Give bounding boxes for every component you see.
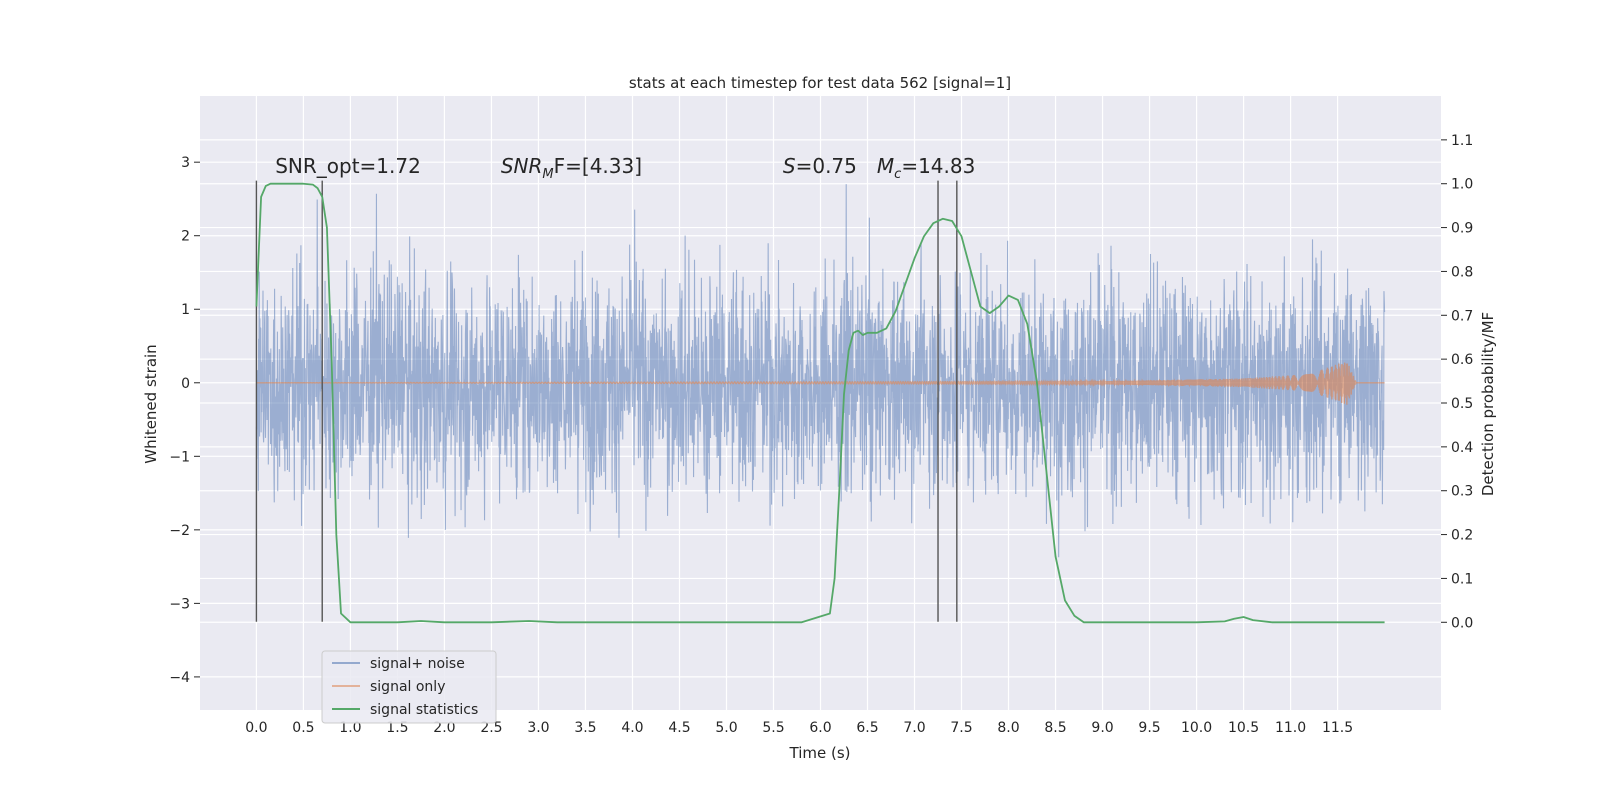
x-tick-11: 5.5 — [762, 720, 784, 736]
y2-tick-9: 0.9 — [1451, 221, 1473, 237]
y-tick-3: −1 — [169, 449, 190, 465]
y2-tick-10: 1.0 — [1451, 177, 1473, 193]
x-tick-1: 0.5 — [292, 720, 314, 736]
x-tick-4: 2.0 — [433, 720, 455, 736]
signal-noise-line — [255, 184, 1386, 558]
x-tick-19: 9.5 — [1138, 720, 1160, 736]
x-tick-15: 7.5 — [950, 720, 972, 736]
annotations: SNR_opt=1.72 SNRMF=[4.33] S=0.75 Mc=14.8… — [275, 154, 975, 182]
x-tick-13: 6.5 — [856, 720, 878, 736]
annotation-s-value: S=0.75 — [783, 154, 857, 178]
y-tick-1: −3 — [169, 596, 190, 612]
x-tick-23: 11.5 — [1322, 720, 1353, 736]
x-axis-label: Time (s) — [789, 744, 851, 762]
series-signal-statistics — [255, 182, 1385, 624]
y2-tick-0: 0.0 — [1451, 615, 1473, 631]
x-tick-3: 1.5 — [386, 720, 408, 736]
signal-statistics-line — [255, 182, 1385, 624]
signal-only-line — [256, 362, 1385, 405]
y2-tick-labels: 0.0 0.1 0.2 0.3 0.4 0.5 0.6 0.7 0.8 0.9 1.0 1.1 — [1441, 133, 1473, 631]
annotation-mc-value: Mc=14.83 — [877, 154, 975, 182]
x-tick-10: 5.0 — [715, 720, 737, 736]
y-axis-label: Whitened strain — [142, 344, 160, 463]
y-tick-4: 0 — [181, 376, 190, 392]
x-tick-2: 1.0 — [339, 720, 361, 736]
x-tick-9: 4.5 — [668, 720, 690, 736]
y-tick-labels: −4 −3 −2 −1 0 1 2 3 — [169, 155, 200, 686]
y-tick-0: −4 — [169, 670, 190, 686]
legend-box — [321, 650, 497, 724]
y2-tick-1: 0.1 — [1451, 571, 1473, 587]
y-tick-7: 3 — [181, 155, 190, 171]
x-tick-8: 4.0 — [621, 720, 643, 736]
series-signal-noise — [255, 184, 1386, 558]
legend-label-signal-statistics: signal statistics — [370, 702, 478, 718]
x-tick-17: 8.5 — [1044, 720, 1066, 736]
x-tick-21: 10.5 — [1228, 720, 1259, 736]
vertical-markers — [255, 180, 958, 622]
x-tick-18: 9.0 — [1091, 720, 1113, 736]
series-signal-only — [256, 362, 1385, 405]
y2-tick-11: 1.1 — [1451, 133, 1473, 149]
y2-tick-5: 0.5 — [1451, 396, 1473, 412]
x-tick-12: 6.0 — [809, 720, 831, 736]
x-tick-22: 11.0 — [1275, 720, 1306, 736]
y2-tick-3: 0.3 — [1451, 484, 1473, 500]
x-tick-0: 0.0 — [245, 720, 267, 736]
chart-title: stats at each timestep for test data 562… — [629, 74, 1011, 92]
y2-tick-6: 0.6 — [1451, 352, 1473, 368]
x-tick-14: 7.0 — [903, 720, 925, 736]
x-tick-labels: 0.0 0.5 1.0 1.5 2.0 2.5 3.0 3.5 4.0 4.5 5.0 5.5 6.0 6… — [245, 720, 1353, 736]
x-tick-16: 8.0 — [997, 720, 1019, 736]
legend: signal+ noise signal only signal statist… — [321, 650, 497, 724]
y2-tick-2: 0.2 — [1451, 528, 1473, 544]
legend-label-signal-only: signal only — [370, 679, 445, 695]
x-tick-5: 2.5 — [480, 720, 502, 736]
y2-tick-4: 0.4 — [1451, 440, 1473, 456]
annotation-snr-opt: SNR_opt=1.72 — [275, 154, 421, 178]
y2-tick-8: 0.8 — [1451, 264, 1473, 280]
y-tick-6: 2 — [181, 229, 190, 245]
y-tick-2: −2 — [169, 523, 190, 539]
x-tick-7: 3.5 — [574, 720, 596, 736]
x-tick-20: 10.0 — [1181, 720, 1212, 736]
y-tick-5: 1 — [181, 302, 190, 318]
x-tick-6: 3.0 — [527, 720, 549, 736]
annotation-snr-mf: SNRMF=[4.33] — [501, 154, 642, 182]
y2-axis-label: Detection probability/MF — [1479, 312, 1497, 496]
y2-tick-7: 0.7 — [1451, 308, 1473, 324]
legend-label-signal-noise: signal+ noise — [370, 656, 465, 672]
